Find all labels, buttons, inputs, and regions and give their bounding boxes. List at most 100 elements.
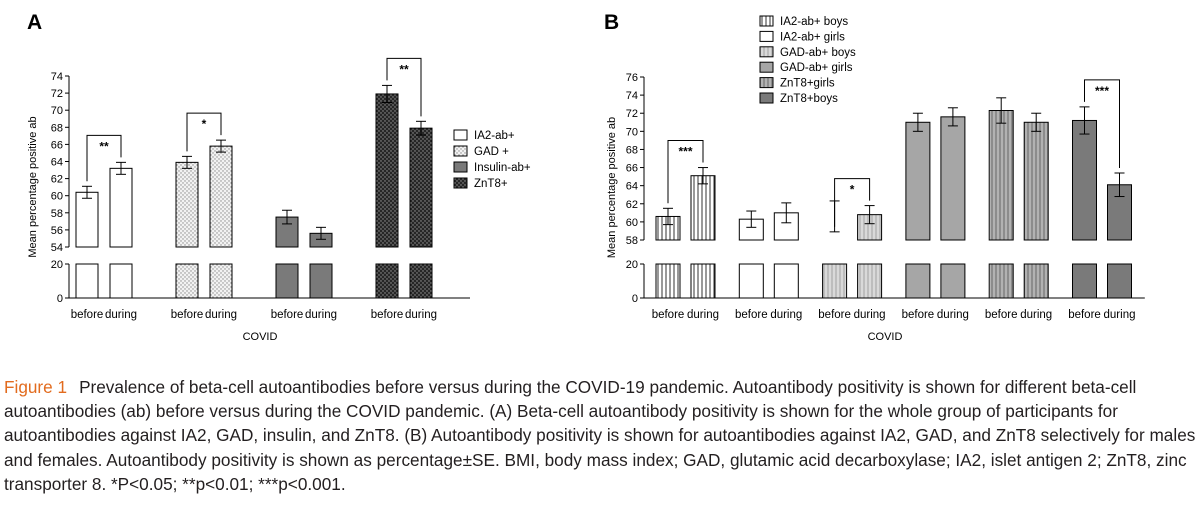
- x-tick-label: before: [902, 309, 935, 321]
- figure-chart: A B 54 56 58 60 62 64 66 68 70 72 74 0 20 Mean percen…: [27, 11, 1145, 343]
- legend-swatch: [453, 161, 468, 173]
- x-tick-label: before: [371, 309, 404, 321]
- legend-entry: GAD-ab+ girls: [780, 62, 853, 74]
- y-tick-label: 64: [51, 157, 63, 169]
- y-tick-label: 68: [626, 144, 638, 156]
- x-tick-label: during: [1104, 309, 1136, 321]
- significance-label: ***: [678, 145, 692, 159]
- x-tick-label: before: [985, 309, 1018, 321]
- bar-lower: [690, 263, 716, 299]
- x-tick-label: during: [105, 309, 137, 321]
- y-tick-label: 66: [51, 139, 63, 151]
- bar: [75, 191, 99, 248]
- bar-lower: [209, 263, 233, 299]
- legend-entry: ZnT8+: [474, 178, 508, 190]
- significance-label: ***: [1095, 84, 1109, 98]
- y-tick-label: 0: [632, 293, 638, 305]
- bar: [905, 121, 931, 241]
- y-tick-label: 74: [51, 71, 63, 83]
- y-tick-label: 60: [626, 217, 638, 229]
- bar-lower: [988, 263, 1014, 299]
- bar: [375, 93, 399, 248]
- y-tick-label: 62: [626, 199, 638, 211]
- legend-entry: IA2-ab+ boys: [780, 16, 848, 28]
- x-tick-label: during: [305, 309, 337, 321]
- bar: [690, 175, 716, 241]
- significance-bracket: [1084, 79, 1120, 168]
- bar-lower: [75, 263, 99, 299]
- x-tick-label: during: [405, 309, 437, 321]
- y-tick-label: 74: [626, 90, 638, 102]
- y-tick-label: 58: [626, 235, 638, 247]
- y-tick-label: 70: [51, 105, 63, 117]
- bar-lower: [1072, 263, 1097, 299]
- x-tick-label: during: [937, 309, 969, 321]
- x-tick-label: during: [1020, 309, 1052, 321]
- bar-lower: [109, 263, 133, 299]
- y-tick-label: 72: [626, 108, 638, 120]
- y-tick-label: 70: [626, 126, 638, 138]
- caption-text: Prevalence of beta-cell autoantibodies b…: [4, 377, 1196, 494]
- figure-label: Figure 1: [4, 377, 68, 397]
- significance-label: *: [850, 183, 855, 197]
- x-axis-label: COVID: [243, 331, 278, 343]
- bar: [940, 116, 966, 241]
- legend-swatch: [759, 30, 774, 42]
- bar-lower: [822, 263, 848, 299]
- legend-swatch: [759, 46, 774, 58]
- bar-lower: [275, 263, 299, 299]
- bar: [988, 110, 1014, 241]
- legend-swatch: [453, 145, 468, 157]
- bar: [109, 167, 133, 248]
- y-tick-label: 20: [51, 259, 63, 271]
- y-tick-label: 20: [626, 259, 638, 271]
- panel-a-chart: 54 56 58 60 62 64 66 68 70 72 74 0 20 Mean percentage…: [27, 57, 531, 343]
- figure-caption: Figure 1 Prevalence of beta-cell autoanti…: [4, 375, 1196, 496]
- panel-b-letter: B: [604, 11, 619, 34]
- significance-label: *: [202, 117, 207, 131]
- bar: [409, 127, 433, 248]
- x-tick-label: during: [205, 309, 237, 321]
- bar: [1023, 121, 1049, 241]
- bar-lower: [773, 263, 799, 299]
- y-axis-label: Mean percentage positive ab: [27, 116, 39, 257]
- bar-lower: [738, 263, 764, 299]
- legend-entry: Insulin-ab+: [474, 162, 531, 174]
- y-tick-label: 56: [51, 225, 63, 237]
- bar: [209, 145, 233, 248]
- legend-entry: GAD +: [474, 146, 509, 158]
- x-tick-label: before: [71, 309, 104, 321]
- x-axis-label: COVID: [868, 331, 903, 343]
- significance-label: **: [99, 139, 109, 153]
- significance-label: **: [399, 62, 409, 76]
- x-tick-label: before: [735, 309, 768, 321]
- significance-bracket: [386, 57, 422, 117]
- bar-lower: [940, 263, 966, 299]
- legend-swatch: [759, 61, 774, 73]
- y-axis-label: Mean percentage positive ab: [606, 117, 618, 258]
- bar-lower: [175, 263, 199, 299]
- y-tick-label: 54: [51, 242, 63, 254]
- x-tick-label: before: [1068, 309, 1101, 321]
- x-tick-label: before: [271, 309, 304, 321]
- bar: [1072, 119, 1097, 241]
- bar-lower: [1023, 263, 1049, 299]
- bar-lower: [905, 263, 931, 299]
- panel-a-letter: A: [27, 11, 42, 34]
- y-tick-label: 66: [626, 163, 638, 175]
- bar-lower: [1107, 263, 1132, 299]
- legend-entry: GAD-ab+ boys: [780, 47, 856, 59]
- legend-entry: IA2-ab+: [474, 130, 515, 142]
- y-tick-label: 58: [51, 208, 63, 220]
- bar: [773, 212, 799, 241]
- legend-entry: IA2-ab+ girls: [780, 31, 845, 43]
- significance-bracket: [834, 178, 871, 227]
- significance-bracket: [86, 134, 122, 182]
- legend-entry: ZnT8+boys: [780, 93, 838, 105]
- x-tick-label: during: [854, 309, 886, 321]
- x-tick-label: before: [171, 309, 204, 321]
- legend-swatch: [453, 177, 468, 189]
- y-tick-label: 64: [626, 181, 638, 193]
- panel-b-chart: 58 60 62 64 66 68 70 72 74 76 0 20 Mean percentage p…: [606, 15, 1145, 343]
- legend-swatch: [759, 15, 774, 27]
